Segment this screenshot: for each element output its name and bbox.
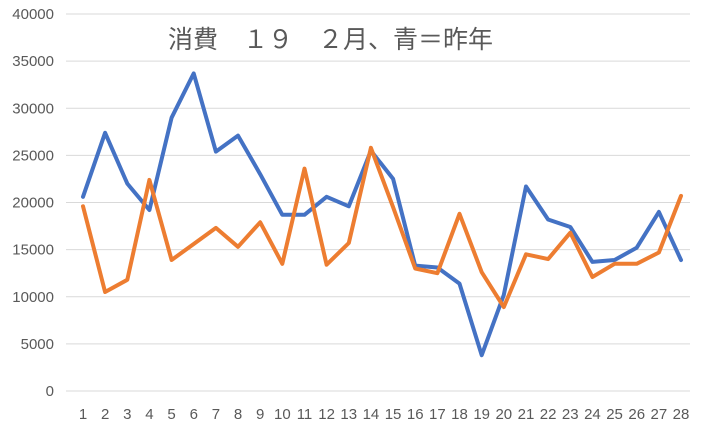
x-tick-label: 28: [673, 406, 690, 423]
x-tick-label: 26: [628, 406, 645, 423]
x-tick-label: 12: [318, 406, 335, 423]
y-tick-label: 30000: [12, 100, 54, 117]
x-tick-label: 22: [540, 406, 557, 423]
x-axis-ticks: 1 2 3 4 5 6 7 8 9 10 11 12 13 14 15 16 17 18 19 20 21 22 23 24 2…: [79, 406, 690, 423]
x-tick-label: 16: [407, 406, 424, 423]
y-tick-label: 20000: [12, 195, 54, 212]
x-tick-label: 3: [123, 406, 131, 423]
x-tick-label: 21: [518, 406, 535, 423]
chart-title: 消費 １９ ２月、青＝昨年: [168, 25, 493, 54]
y-axis-ticks: 0 5000 10000 15000 20000 25000 30000 35000 40000: [12, 6, 54, 400]
y-tick-label: 35000: [12, 53, 54, 70]
x-tick-label: 18: [451, 406, 468, 423]
x-tick-label: 1: [79, 406, 87, 423]
y-tick-label: 10000: [12, 289, 54, 306]
x-tick-label: 2: [101, 406, 109, 423]
x-tick-label: 6: [190, 406, 198, 423]
x-tick-label: 19: [473, 406, 490, 423]
x-tick-label: 25: [606, 406, 623, 423]
x-tick-label: 20: [495, 406, 512, 423]
series-lines: [81, 71, 683, 358]
x-tick-label: 7: [212, 406, 220, 423]
y-tick-label: 40000: [12, 6, 54, 23]
x-tick-label: 9: [256, 406, 264, 423]
x-tick-label: 4: [145, 406, 153, 423]
x-tick-label: 5: [167, 406, 175, 423]
x-tick-label: 27: [651, 406, 668, 423]
x-tick-label: 17: [429, 406, 446, 423]
series-line-1: [81, 71, 683, 358]
x-tick-label: 15: [385, 406, 402, 423]
x-tick-label: 13: [340, 406, 357, 423]
gridlines: [66, 13, 690, 392]
y-tick-label: 25000: [12, 147, 54, 164]
x-tick-label: 14: [363, 406, 380, 423]
x-tick-label: 10: [274, 406, 291, 423]
x-tick-label: 23: [562, 406, 579, 423]
y-tick-label: 15000: [12, 242, 54, 259]
x-tick-label: 24: [584, 406, 601, 423]
x-tick-label: 11: [297, 406, 313, 423]
y-tick-label: 0: [46, 383, 54, 400]
y-tick-label: 5000: [21, 336, 54, 353]
x-tick-label: 8: [234, 406, 242, 423]
series-line-2: [81, 145, 683, 310]
